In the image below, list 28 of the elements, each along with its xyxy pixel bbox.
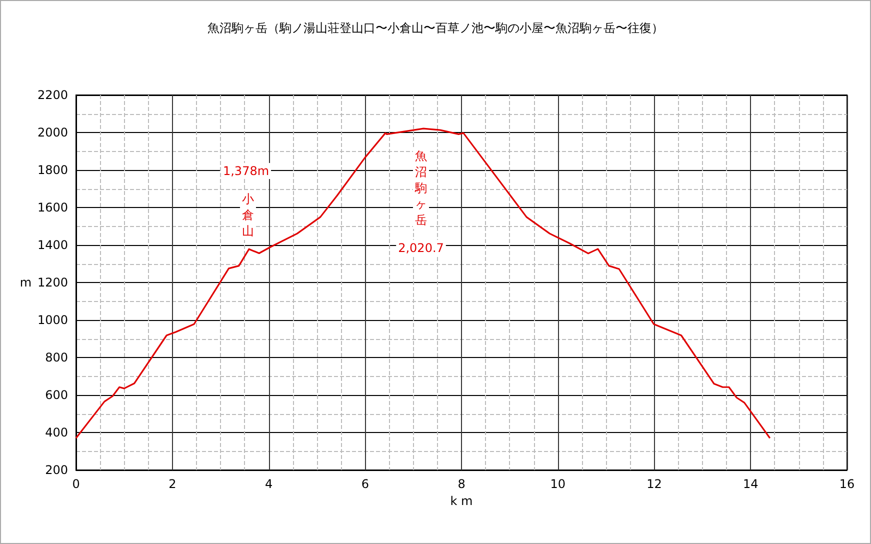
x-tick-label: 14: [742, 477, 758, 491]
chart-title: 魚沼駒ヶ岳（駒ノ湯山荘登山口〜小倉山〜百草ノ池〜駒の小屋〜魚沼駒ヶ岳〜往復）: [208, 21, 664, 35]
x-tick-label: 0: [72, 477, 80, 491]
line-series: [75, 128, 771, 439]
x-tick-label: 12: [646, 477, 662, 491]
y-tick-label: 1400: [37, 238, 68, 252]
x-tick-label: 8: [458, 477, 466, 491]
x-tick-label: 16: [839, 477, 855, 491]
y-tick-label: 400: [45, 426, 68, 440]
annotation: 小倉山: [242, 192, 254, 238]
x-tick-label: 2: [168, 477, 176, 491]
x-axis-title: k m: [450, 494, 473, 508]
y-tick-label: 2000: [37, 126, 68, 140]
x-tick-label: 10: [550, 477, 566, 491]
y-tick-label: 1200: [37, 276, 68, 290]
y-axis-title: m: [20, 276, 32, 290]
y-tick-label: 800: [45, 350, 68, 364]
y-tick-label: 2200: [37, 88, 68, 102]
y-tick-label: 1600: [37, 200, 68, 214]
annotation: 魚沼駒ヶ岳: [414, 149, 427, 227]
annotation: 1,378m: [222, 164, 270, 178]
x-tick-label: 6: [361, 477, 369, 491]
y-tick-label: 200: [45, 463, 68, 477]
y-tick-label: 1000: [37, 313, 68, 327]
y-tick-label: 1800: [37, 163, 68, 177]
y-tick-label: 600: [45, 388, 68, 402]
x-tick-label: 4: [264, 477, 273, 491]
annotation: 2,020.7: [398, 241, 444, 255]
